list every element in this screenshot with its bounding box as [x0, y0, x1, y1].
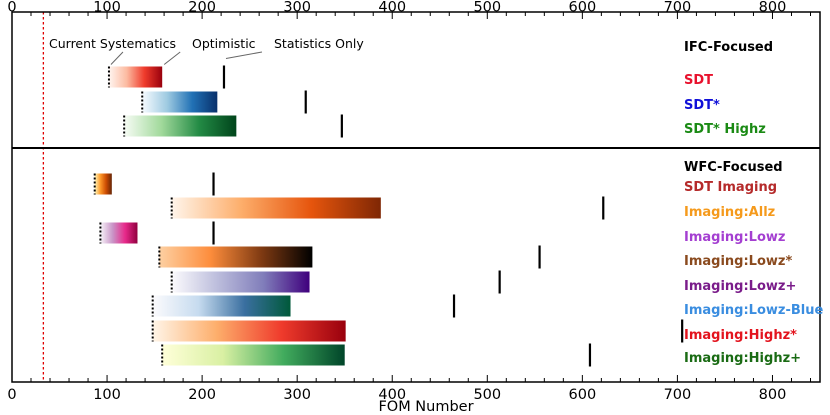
x-tick-label: 400: [378, 387, 406, 403]
fom-bar: [94, 173, 112, 195]
x-tick-label: 800: [759, 387, 787, 403]
series-label: Imaging:Allz: [684, 205, 775, 220]
x-tick-label: 0: [7, 387, 16, 403]
panel-header: IFC-Focused: [684, 40, 773, 55]
x-tick-label-top: 700: [664, 0, 692, 16]
fom-bar: [124, 115, 237, 137]
x-tick-label: 600: [569, 387, 597, 403]
annot-line-current: [110, 51, 124, 65]
series-label: SDT: [684, 73, 713, 88]
plot-frame: [11, 11, 821, 383]
x-tick-label-top: 200: [188, 0, 216, 16]
x-tick-label: 200: [188, 387, 216, 403]
x-tick-label: 700: [664, 387, 692, 403]
x-tick-label-top: 400: [378, 0, 406, 16]
annot-statistics-only: Statistics Only: [274, 36, 364, 51]
x-tick-label: 300: [283, 387, 311, 403]
series-label: Imaging:Lowz: [684, 230, 785, 245]
x-tick-label-top: 100: [93, 0, 121, 16]
x-tick-label-top: 500: [473, 0, 501, 16]
panel-header: WFC-Focused: [684, 160, 783, 175]
fom-bar: [108, 66, 163, 88]
x-tick-label-top: 600: [569, 0, 597, 16]
series-label: Imaging:Lowz*: [684, 254, 792, 269]
x-tick-label: 100: [93, 387, 121, 403]
fom-bar: [152, 320, 346, 342]
x-tick-label: 500: [473, 387, 501, 403]
fom-bar: [171, 197, 381, 219]
annot-line-stats: [225, 51, 263, 59]
annot-current-systematics: Current Systematics: [49, 36, 176, 51]
x-tick-label-top: 800: [759, 0, 787, 16]
x-tick-label-top: 0: [7, 0, 16, 16]
series-label: Imaging:Lowz+: [684, 279, 796, 294]
series-label: Imaging:Highz*: [684, 328, 797, 343]
x-tick-label-top: 300: [283, 0, 311, 16]
series-label: SDT*: [684, 98, 720, 113]
series-label: Imaging:Lowz-Blue: [684, 303, 823, 318]
series-label: SDT Imaging: [684, 180, 777, 195]
series-label: SDT* Highz: [684, 122, 766, 137]
fom-bar: [162, 344, 345, 366]
x-axis-title: FOM Number: [378, 399, 473, 415]
fom-bar: [159, 246, 313, 268]
fom-bar: [171, 271, 310, 293]
annot-optimistic: Optimistic: [192, 36, 256, 51]
fom-bar: [100, 222, 138, 244]
fom-bar: [142, 91, 218, 113]
series-label: Imaging:Highz+: [684, 351, 801, 366]
annot-line-optimistic: [163, 51, 181, 65]
fom-bar: [152, 295, 291, 317]
